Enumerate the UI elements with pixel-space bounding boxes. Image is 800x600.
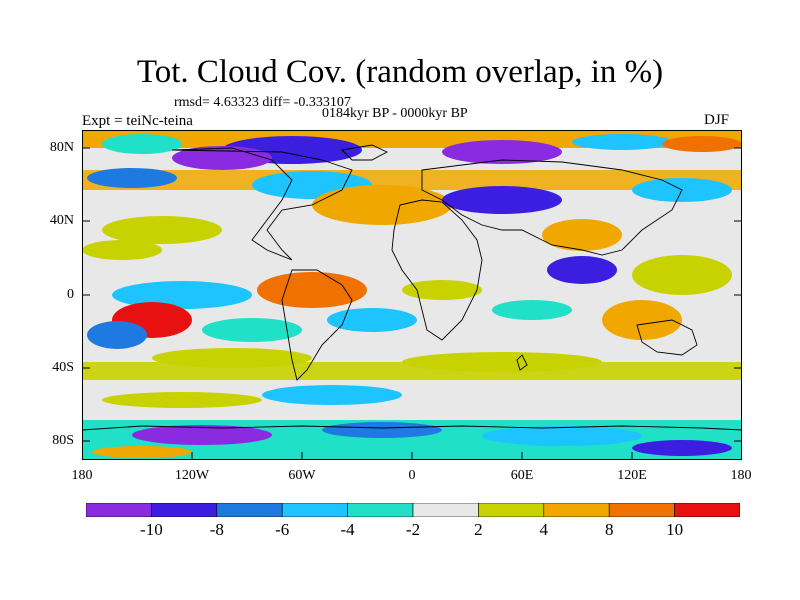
cloud-cover-map	[82, 130, 742, 460]
colorbar-swatch	[281, 503, 348, 517]
lon-label-180e: 180	[730, 468, 752, 483]
colorbar-label: -4	[340, 520, 355, 539]
colorbar-label: -2	[405, 520, 421, 539]
lat-label-80s: 80S	[52, 433, 74, 448]
experiment-label: Expt = teiNc-teina	[82, 113, 193, 129]
colorbar	[86, 503, 740, 517]
coastlines	[82, 144, 742, 431]
colorbar-swatch	[86, 503, 152, 517]
lon-label-120w: 120W	[174, 468, 210, 483]
stats-label: rmsd= 4.63323 diff= -0.333107	[174, 95, 351, 110]
lon-label-180w: 180	[71, 468, 93, 483]
lon-label-120e: 120E	[617, 468, 647, 483]
lat-label-80n: 80N	[49, 140, 74, 155]
colorbar-swatch	[674, 503, 740, 517]
colorbar-swatch	[151, 503, 218, 517]
colorbar-swatch	[543, 503, 610, 517]
lon-label-0: 0	[408, 468, 416, 483]
colorbar-label: 8	[604, 520, 614, 539]
colorbar-label: 4	[539, 520, 549, 539]
lat-label-0: 0	[67, 287, 74, 302]
period-label: 0184kyr BP - 0000kyr BP	[322, 106, 468, 121]
lon-label-60w: 60W	[288, 468, 316, 483]
season-label: DJF	[704, 112, 730, 128]
colorbar-label: 2	[474, 520, 483, 539]
colorbar-swatch	[216, 503, 283, 517]
lat-label-40n: 40N	[49, 213, 74, 228]
lat-label-40s: 40S	[52, 360, 74, 375]
colorbar-label: 10	[666, 520, 684, 539]
axis-ticks	[82, 147, 742, 460]
colorbar-swatch	[608, 503, 675, 517]
colorbar-swatch	[478, 503, 545, 517]
map-title: Tot. Cloud Cov. (random overlap, in %)	[136, 54, 664, 90]
lon-label-60e: 60E	[510, 468, 534, 483]
colorbar-label: -10	[140, 520, 163, 539]
colorbar-swatch	[347, 503, 414, 517]
colorbar-swatch	[412, 503, 479, 517]
colorbar-label: -6	[275, 520, 290, 539]
colorbar-label: -8	[209, 520, 224, 539]
